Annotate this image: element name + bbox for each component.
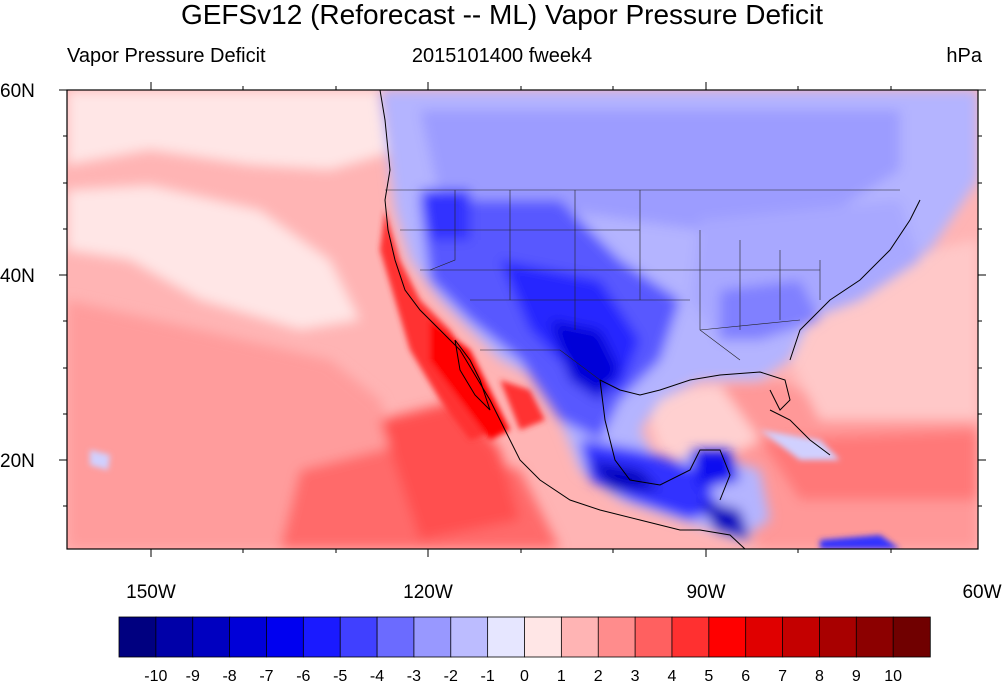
coastlines: [379, 90, 921, 549]
colorbar-swatch: [855, 616, 894, 658]
colorbar-tick-label: 1: [557, 668, 566, 684]
colorbar-tick-label: -4: [370, 668, 384, 684]
colorbar-swatch: [413, 616, 452, 658]
units-label: hPa: [946, 45, 982, 67]
ocean-shading: [67, 90, 978, 549]
lon-label-150w: 150W: [126, 582, 176, 603]
colorbar-swatch: [524, 616, 563, 658]
colorbar-swatch: [487, 616, 526, 658]
colorbar-tick-label: 5: [704, 668, 713, 684]
colorbar-swatch: [819, 616, 857, 658]
colorbar-swatch: [892, 616, 931, 658]
colorbar-tick-label: 7: [778, 668, 787, 684]
forecast-date-label: 2015101400 fweek4: [411, 45, 593, 67]
colorbar-swatch: [782, 616, 821, 658]
colorbar-tick-label: -5: [333, 668, 347, 684]
colorbar-tick-label: 10: [884, 668, 902, 684]
caribbean-islands: [90, 430, 900, 549]
axis-ticks: [59, 82, 986, 557]
colorbar-swatch: [560, 616, 599, 658]
colorbar-swatch: [745, 616, 784, 658]
lat-label-20n: 20N: [0, 451, 35, 472]
colorbar-tick-label: 3: [631, 668, 640, 684]
colorbar-tick-label: 9: [852, 668, 861, 684]
colorbar-tick-label: 2: [594, 668, 603, 684]
colorbar-swatch: [229, 616, 268, 658]
vpd-field: [67, 90, 978, 549]
colorbar-swatch: [708, 616, 747, 658]
colorbar-tick-label: -9: [186, 668, 200, 684]
colorbar-swatch: [671, 616, 710, 658]
colorbar-tick-label: -7: [259, 668, 273, 684]
colorbar-swatch: [266, 616, 305, 658]
colorbar-swatch: [118, 616, 157, 658]
colorbar-tick-label: 0: [520, 668, 529, 684]
colorbar-tick-label: 8: [815, 668, 824, 684]
colorbar-swatch: [376, 616, 415, 658]
lat-label-40n: 40N: [0, 266, 35, 287]
colorbar-swatch: [450, 616, 489, 658]
colorbar-tick-label: 4: [667, 668, 676, 684]
colorbar-swatch: [597, 616, 636, 658]
colorbar-swatch: [192, 616, 231, 658]
colorbar-swatch: [155, 616, 194, 658]
colorbar-swatch: [302, 616, 341, 658]
lon-label-120w: 120W: [403, 582, 453, 603]
variable-label: Vapor Pressure Deficit: [67, 45, 266, 67]
colorbar-tick-label: -1: [481, 668, 495, 684]
political-borders: [385, 189, 900, 381]
lat-label-60n: 60N: [0, 81, 35, 102]
map-frame: [66, 89, 979, 550]
colorbar-swatch: [339, 616, 378, 658]
colorbar-tick-label: -3: [407, 668, 421, 684]
colorbar-tick-label: -8: [222, 668, 236, 684]
lon-label-90w: 90W: [686, 582, 725, 603]
chart-title: GEFSv12 (Reforecast -- ML) Vapor Pressur…: [180, 0, 824, 30]
colorbar: -10 -9 -8 -7 -6 -5 -4 -3 -2 -1 0 1 2 3 4 5 6 7 8 9 10: [118, 616, 931, 684]
colorbar-swatch: [634, 616, 673, 658]
lon-label-60w: 60W: [962, 582, 1001, 603]
colorbar-tick-label: -6: [296, 668, 310, 684]
colorbar-tick-label: -2: [444, 668, 458, 684]
colorbar-tick-label: -10: [144, 668, 167, 684]
colorbar-tick-label: 6: [741, 668, 750, 684]
